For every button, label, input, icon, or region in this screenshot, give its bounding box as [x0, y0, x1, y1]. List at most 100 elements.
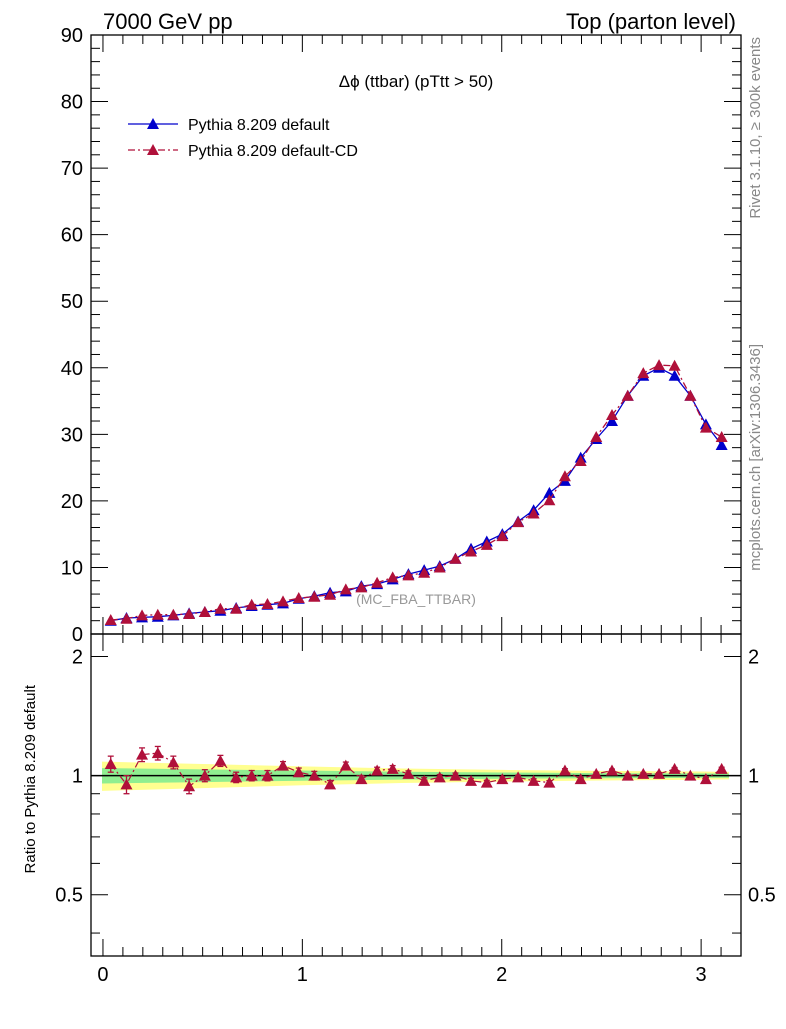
ratio-point-cd: [433, 771, 446, 783]
ratio-ytick-labels: 0.5 1 2: [55, 647, 83, 907]
data-point-cd: [590, 430, 603, 442]
main-ytick-label: 70: [61, 158, 83, 180]
main-ytick-labels: 0 10 20 30 40 50 60 70 80 90: [61, 25, 83, 646]
ratio-point-cd: [277, 759, 290, 771]
data-point-cd: [136, 609, 149, 621]
main-ytick-label: 10: [61, 557, 83, 579]
data-point-cd: [292, 592, 305, 604]
header-left: 7000 GeV pp: [103, 9, 233, 34]
legend-entry-default: Pythia 8.209 default: [128, 117, 330, 134]
ratio-series-cd: [104, 745, 728, 795]
data-point-cd: [277, 595, 290, 607]
ratio-point-cd: [136, 748, 149, 760]
main-ytick-label: 60: [61, 225, 83, 247]
main-ytick-label: 80: [61, 92, 83, 114]
ratio-point-cd: [120, 778, 133, 790]
data-point-cd: [355, 581, 368, 593]
data-point-cd: [605, 409, 618, 421]
data-point-cd: [198, 606, 211, 618]
ratio-point-cd: [512, 771, 525, 783]
legend-marker-default: [147, 118, 159, 129]
ratio-point-cd: [605, 764, 618, 776]
legend: Pythia 8.209 default Pythia 8.209 defaul…: [128, 117, 358, 160]
ratio-point-cd: [151, 747, 164, 759]
legend-label-default: Pythia 8.209 default: [188, 117, 330, 134]
x-tick-labels: 0 1 2 3: [97, 964, 706, 986]
data-point-cd: [637, 367, 650, 379]
main-ytick-label: 50: [61, 291, 83, 313]
data-point-cd: [621, 389, 634, 401]
ratio-point-cd: [261, 769, 274, 781]
header-right: Top (parton level): [566, 9, 736, 34]
data-point-cd: [371, 576, 384, 588]
x-tick-label: 2: [496, 964, 507, 986]
series-line-default: [110, 367, 723, 622]
data-point-cd: [433, 561, 446, 573]
ratio-point-cd: [590, 767, 603, 779]
data-point-default: [715, 438, 728, 450]
ratio-point-cd: [684, 769, 697, 781]
data-point-cd: [308, 590, 321, 602]
ratio-plot-area: [104, 745, 728, 795]
main-axis-ticks: [91, 34, 741, 635]
data-point-cd: [261, 598, 274, 610]
main-ytick-label: 20: [61, 491, 83, 513]
ratio-point-cd: [480, 776, 493, 788]
main-ytick-label: 30: [61, 424, 83, 446]
ratio-ytick-label: 2: [72, 647, 83, 669]
data-point-cd: [699, 421, 712, 433]
ratio-ytick-label: 1: [72, 766, 83, 788]
data-point-cd: [480, 538, 493, 550]
data-point-cd: [183, 608, 196, 620]
ratio-point-cd: [167, 756, 180, 768]
ratio-point-cd: [621, 769, 634, 781]
ratio-ytick-label-right: 1: [748, 766, 759, 788]
data-point-cd: [543, 494, 556, 506]
x-tick-label: 3: [696, 964, 707, 986]
ratio-point-cd: [543, 776, 556, 788]
series-line-cd: [110, 364, 723, 621]
data-point-cd: [653, 359, 666, 371]
main-plot-area: [104, 359, 728, 626]
ratio-point-cd: [418, 774, 431, 786]
legend-label-cd: Pythia 8.209 default-CD: [188, 143, 358, 160]
ratio-point-cd: [230, 771, 243, 783]
data-point-cd: [512, 516, 525, 528]
data-point-cd: [214, 602, 227, 614]
x-tick-label: 1: [297, 964, 308, 986]
data-point-cd: [120, 612, 133, 624]
data-point-cd: [465, 545, 478, 557]
ratio-point-cd: [245, 769, 258, 781]
ratio-ytick-label: 0.5: [55, 885, 83, 907]
analysis-watermark: (MC_FBA_TTBAR): [356, 591, 476, 607]
ratio-ytick-labels-right: 0.5 1 2: [748, 647, 776, 907]
ratio-point-cd: [386, 762, 399, 774]
data-point-cd: [339, 583, 352, 595]
ratio-point-cd: [292, 766, 305, 778]
rivet-label: Rivet 3.1.10, ≥ 300k events: [747, 37, 764, 219]
ratio-point-cd: [402, 767, 415, 779]
main-ytick-label: 90: [61, 25, 83, 47]
ratio-panel-frame: [90, 633, 742, 957]
ratio-point-cd: [355, 773, 368, 785]
ratio-point-cd: [699, 773, 712, 785]
ratio-y-axis-label: Ratio to Pythia 8.209 default: [22, 684, 39, 873]
ratio-point-cd: [449, 769, 462, 781]
ratio-point-cd: [527, 774, 540, 786]
data-point-cd: [574, 454, 587, 466]
ratio-point-cd: [668, 762, 681, 774]
ratio-point-cd: [715, 762, 728, 774]
main-ytick-label: 40: [61, 358, 83, 380]
data-point-cd: [558, 470, 571, 482]
data-point-cd: [324, 588, 337, 600]
ratio-point-cd: [339, 759, 352, 771]
data-point-cd: [151, 608, 164, 620]
legend-marker-cd: [147, 144, 159, 155]
data-point-cd: [449, 552, 462, 564]
data-point-cd: [167, 608, 180, 620]
main-plot-title: Δϕ (ttbar) (pTtt > 50): [339, 72, 494, 91]
data-point-cd: [527, 507, 540, 519]
ratio-point-cd: [198, 769, 211, 781]
